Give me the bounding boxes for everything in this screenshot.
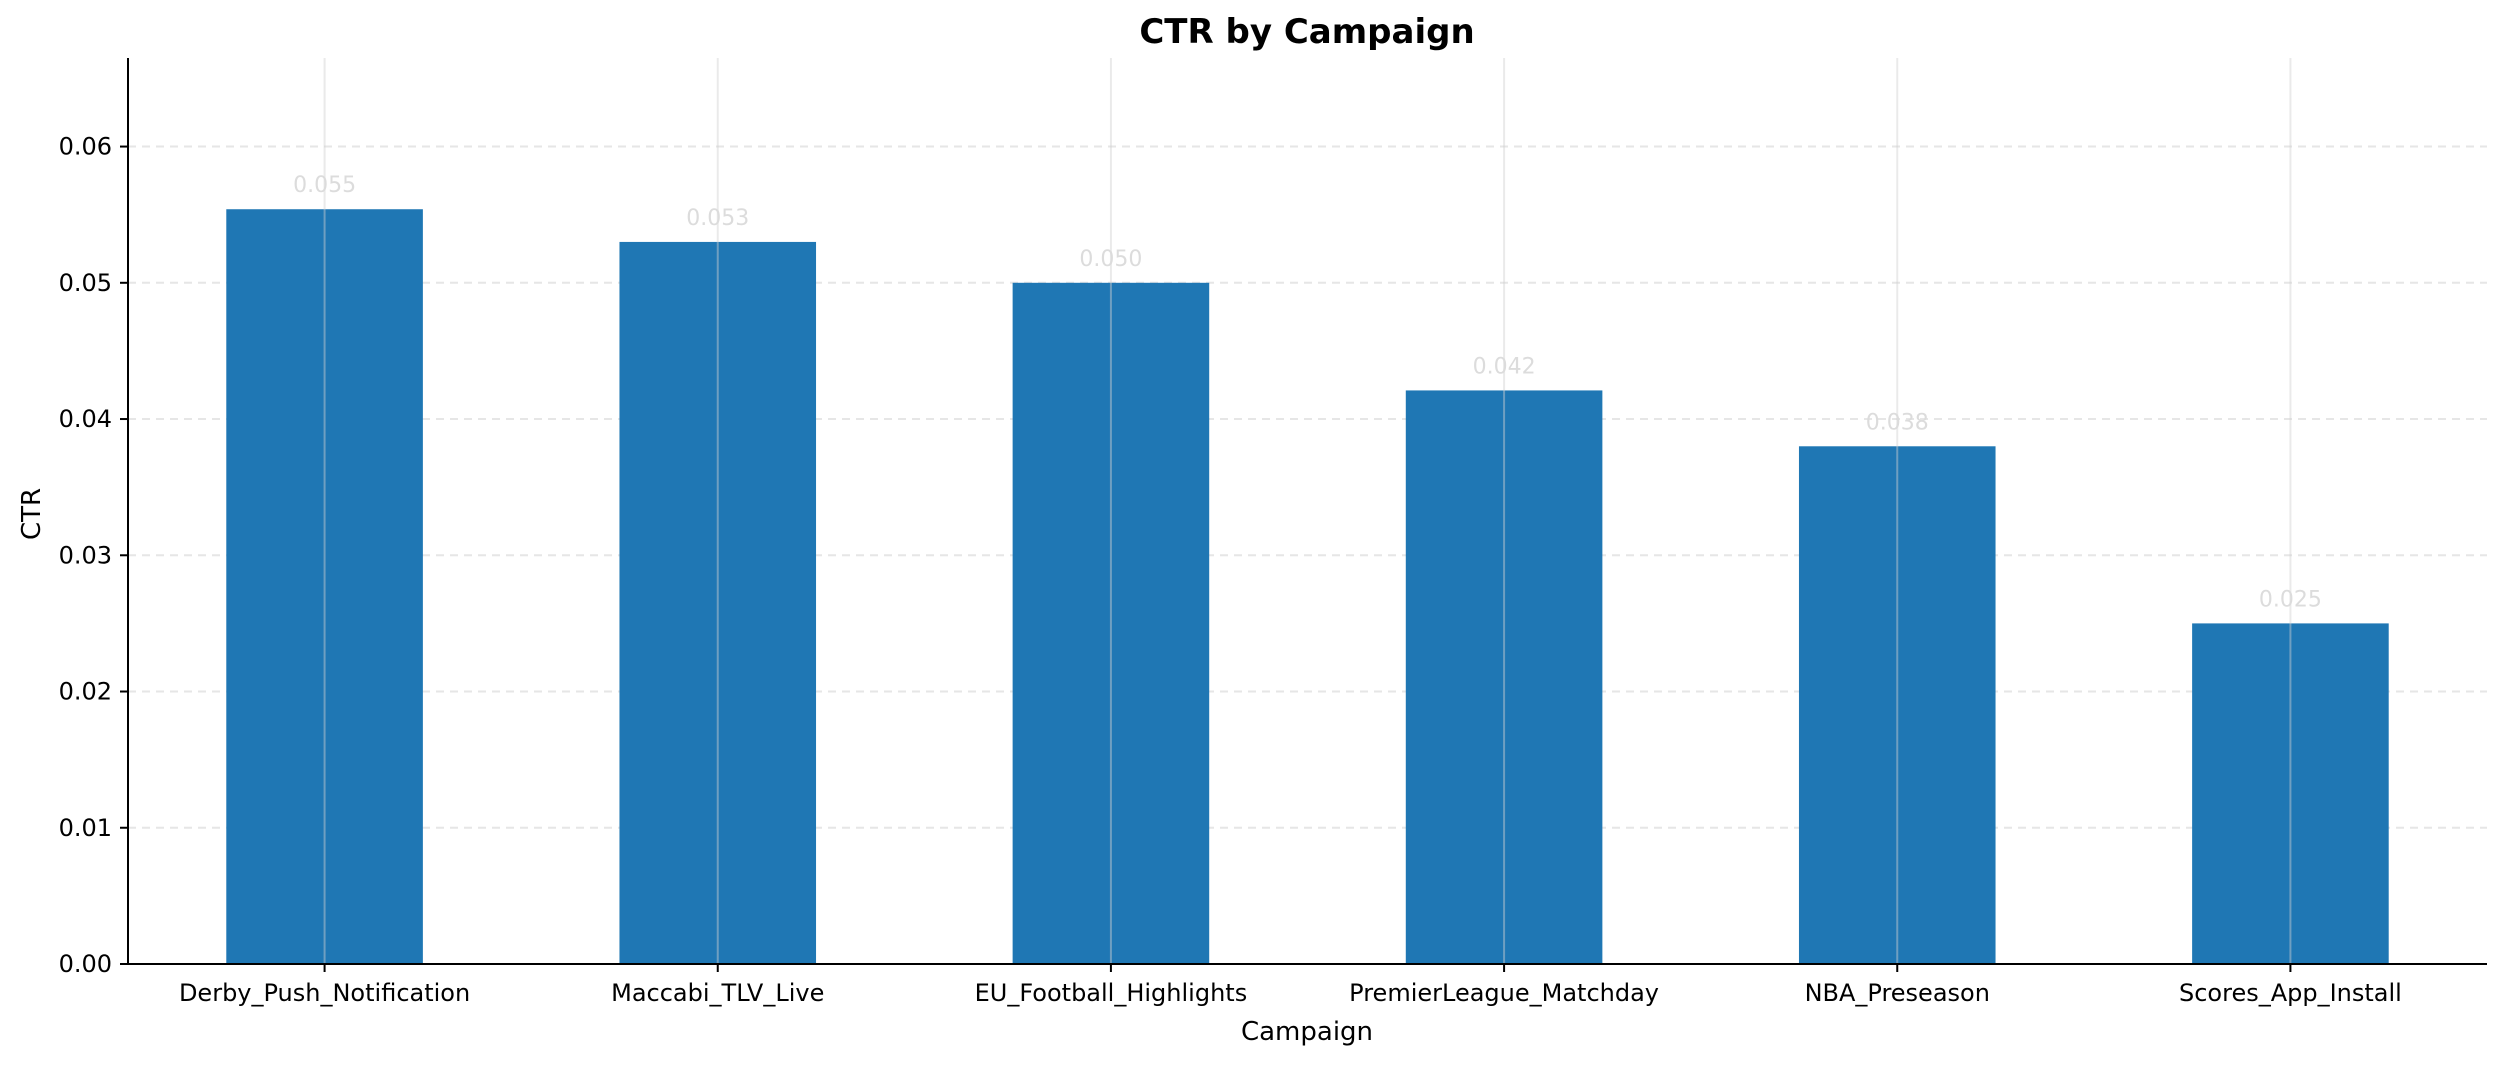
x-tick-label: Derby_Push_Notification xyxy=(179,979,470,1007)
y-tick-label: 0.05 xyxy=(59,269,112,297)
bar xyxy=(1798,446,1996,964)
bar-value-label: 0.038 xyxy=(1866,410,1929,435)
bar-value-label: 0.050 xyxy=(1079,247,1142,272)
x-ticks: Derby_Push_Notification Maccabi_TLV_Live E… xyxy=(179,964,2402,1007)
y-tick-label: 0.06 xyxy=(59,133,112,161)
bar-value-label: 0.053 xyxy=(686,206,749,231)
bar xyxy=(1012,282,1210,964)
y-tick-label: 0.02 xyxy=(59,678,112,706)
bars xyxy=(226,209,2389,965)
value-labels: 0.055 0.053 0.050 0.042 0.038 0.025 xyxy=(293,173,2322,612)
x-tick-label: EU_Football_Highlights xyxy=(975,979,1248,1007)
x-tick-label: NBA_Preseason xyxy=(1805,979,1990,1007)
bar xyxy=(1405,390,1603,964)
y-tick-label: 0.01 xyxy=(59,814,112,842)
y-axis-label: CTR xyxy=(17,488,47,540)
x-tick-label: Scores_App_Install xyxy=(2179,979,2402,1007)
axes xyxy=(127,58,2487,965)
bar xyxy=(619,241,817,964)
y-tick-label: 0.03 xyxy=(59,541,112,569)
bar xyxy=(2192,623,2389,964)
x-tick-label: PremierLeague_Matchday xyxy=(1349,979,1659,1007)
bar-value-label: 0.042 xyxy=(1473,354,1536,379)
vertical-grid-lines xyxy=(323,58,2292,964)
bar xyxy=(226,209,423,965)
y-tick-label: 0.00 xyxy=(59,950,112,978)
bar-value-label: 0.025 xyxy=(2259,587,2322,612)
chart-title: CTR by Campaign xyxy=(1139,12,1474,52)
bar-value-label: 0.055 xyxy=(293,173,356,198)
y-tick-label: 0.04 xyxy=(59,405,112,433)
grid-lines xyxy=(128,145,2487,829)
x-tick-label: Maccabi_TLV_Live xyxy=(611,979,824,1007)
x-axis-label: Campaign xyxy=(1241,1017,1373,1047)
y-ticks: 0.00 0.01 0.02 0.03 0.04 0.05 0.06 xyxy=(59,133,128,978)
